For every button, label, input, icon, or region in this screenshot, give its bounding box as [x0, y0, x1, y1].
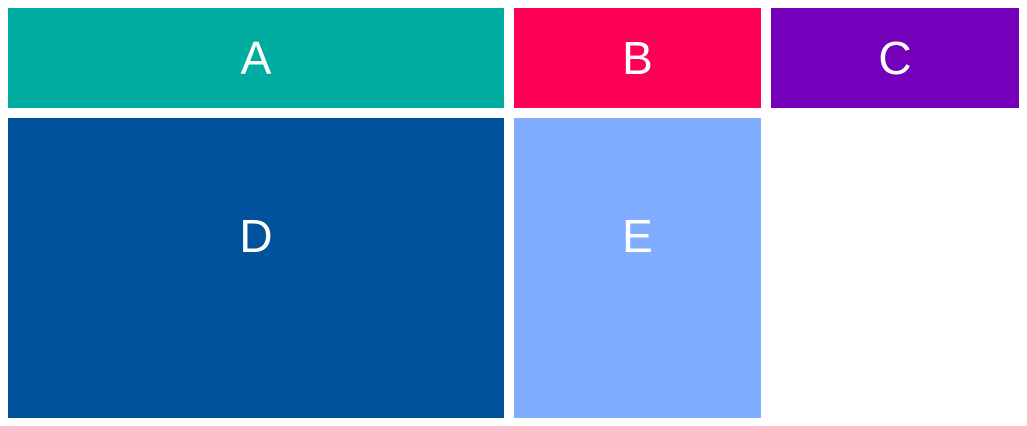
block-b: B [514, 8, 761, 108]
block-a-label: A [240, 32, 272, 84]
block-e: E [514, 118, 761, 418]
block-b-label: B [622, 32, 653, 84]
block-a: A [8, 8, 504, 108]
block-c-label: C [878, 32, 912, 84]
block-e-label: E [622, 210, 653, 262]
block-d: D [8, 118, 504, 418]
block-c: C [771, 8, 1019, 108]
block-d-label: D [239, 210, 273, 262]
